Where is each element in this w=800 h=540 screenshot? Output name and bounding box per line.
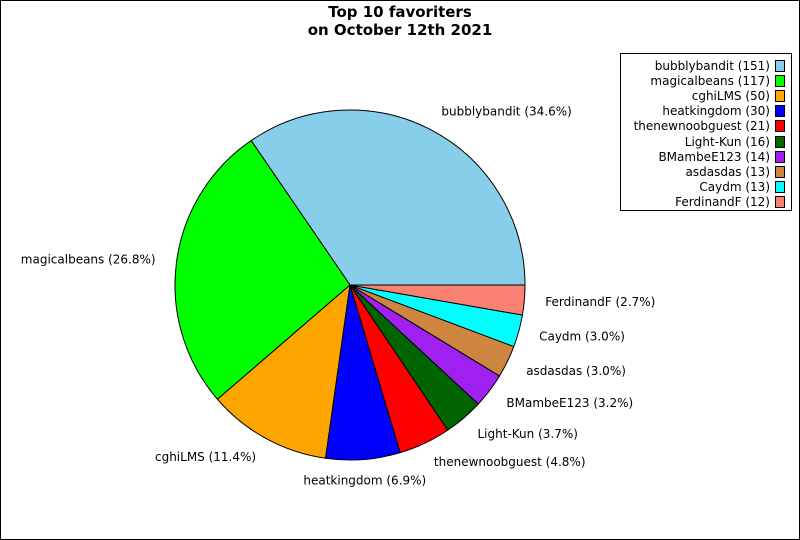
legend-swatch <box>775 135 785 148</box>
legend-swatch <box>775 59 785 72</box>
legend-entry: cghiLMS (50) <box>621 88 785 103</box>
legend-swatch <box>775 105 785 118</box>
legend-entry: bubblybandit (151) <box>621 58 785 73</box>
legend-entry: BMambeE123 (14) <box>621 149 785 164</box>
slice-label-magicalbeans: magicalbeans (26.8%) <box>21 253 156 267</box>
slice-label-caydm: Caydm (3.0%) <box>539 330 625 344</box>
slice-label-light-kun: Light-Kun (3.7%) <box>478 427 578 441</box>
legend-label: cghiLMS (50) <box>691 88 770 103</box>
legend-entry: FerdinandF (12) <box>621 195 785 210</box>
pie-slice-ferdinandf <box>349 284 526 316</box>
legend: bubblybandit (151) magicalbeans (117) cghi… <box>620 53 792 211</box>
pie-labels: bubblybandit (34.6%) magicalbeans (26.8%)… <box>21 105 656 488</box>
legend-entry: heatkingdom (30) <box>621 104 785 119</box>
legend-entry: Light-Kun (16) <box>621 134 785 149</box>
slice-label-thenewnoobguest: thenewnoobguest (4.8%) <box>434 455 586 469</box>
slice-label-asdasdas: asdasdas (3.0%) <box>526 364 626 378</box>
legend-label: bubblybandit (151) <box>654 58 770 73</box>
legend-label: heatkingdom (30) <box>662 104 770 119</box>
slice-label-cghilms: cghiLMS (11.4%) <box>155 450 256 464</box>
slice-label-bubblybandit: bubblybandit (34.6%) <box>441 105 571 119</box>
legend-swatch <box>775 120 785 133</box>
chart-title-line-1: Top 10 favoriters <box>328 3 472 21</box>
legend-swatch <box>775 74 785 87</box>
chart-title-line-2: on October 12th 2021 <box>308 21 493 39</box>
legend-entry: magicalbeans (117) <box>621 73 785 88</box>
legend-label: FerdinandF (12) <box>675 195 770 210</box>
legend-swatch <box>775 150 785 163</box>
legend-label: Light-Kun (16) <box>684 134 770 149</box>
pie-slice-cghilms <box>216 284 351 459</box>
slice-label-ferdinandf: FerdinandF (2.7%) <box>545 295 655 309</box>
legend-label: asdasdas (13) <box>685 164 771 179</box>
slice-label-bmambee123: BMambeE123 (3.2%) <box>506 396 633 410</box>
legend-entry: Caydm (13) <box>621 180 785 195</box>
legend-swatch <box>775 196 785 209</box>
legend-swatch <box>775 165 785 178</box>
legend-label: BMambeE123 (14) <box>658 149 770 164</box>
slice-label-heatkingdom: heatkingdom (6.9%) <box>303 473 426 487</box>
legend-swatch <box>775 181 785 194</box>
pie-slices <box>174 109 526 461</box>
legend-label: magicalbeans (117) <box>650 73 770 88</box>
legend-label: thenewnoobguest (21) <box>633 119 770 134</box>
legend-entry: thenewnoobguest (21) <box>621 119 785 134</box>
pie-slice-bubblybandit <box>250 109 526 286</box>
legend-swatch <box>775 89 785 102</box>
legend-entry: asdasdas (13) <box>621 164 785 179</box>
pie-slice-magicalbeans <box>174 140 351 400</box>
legend-label: Caydm (13) <box>699 180 770 195</box>
